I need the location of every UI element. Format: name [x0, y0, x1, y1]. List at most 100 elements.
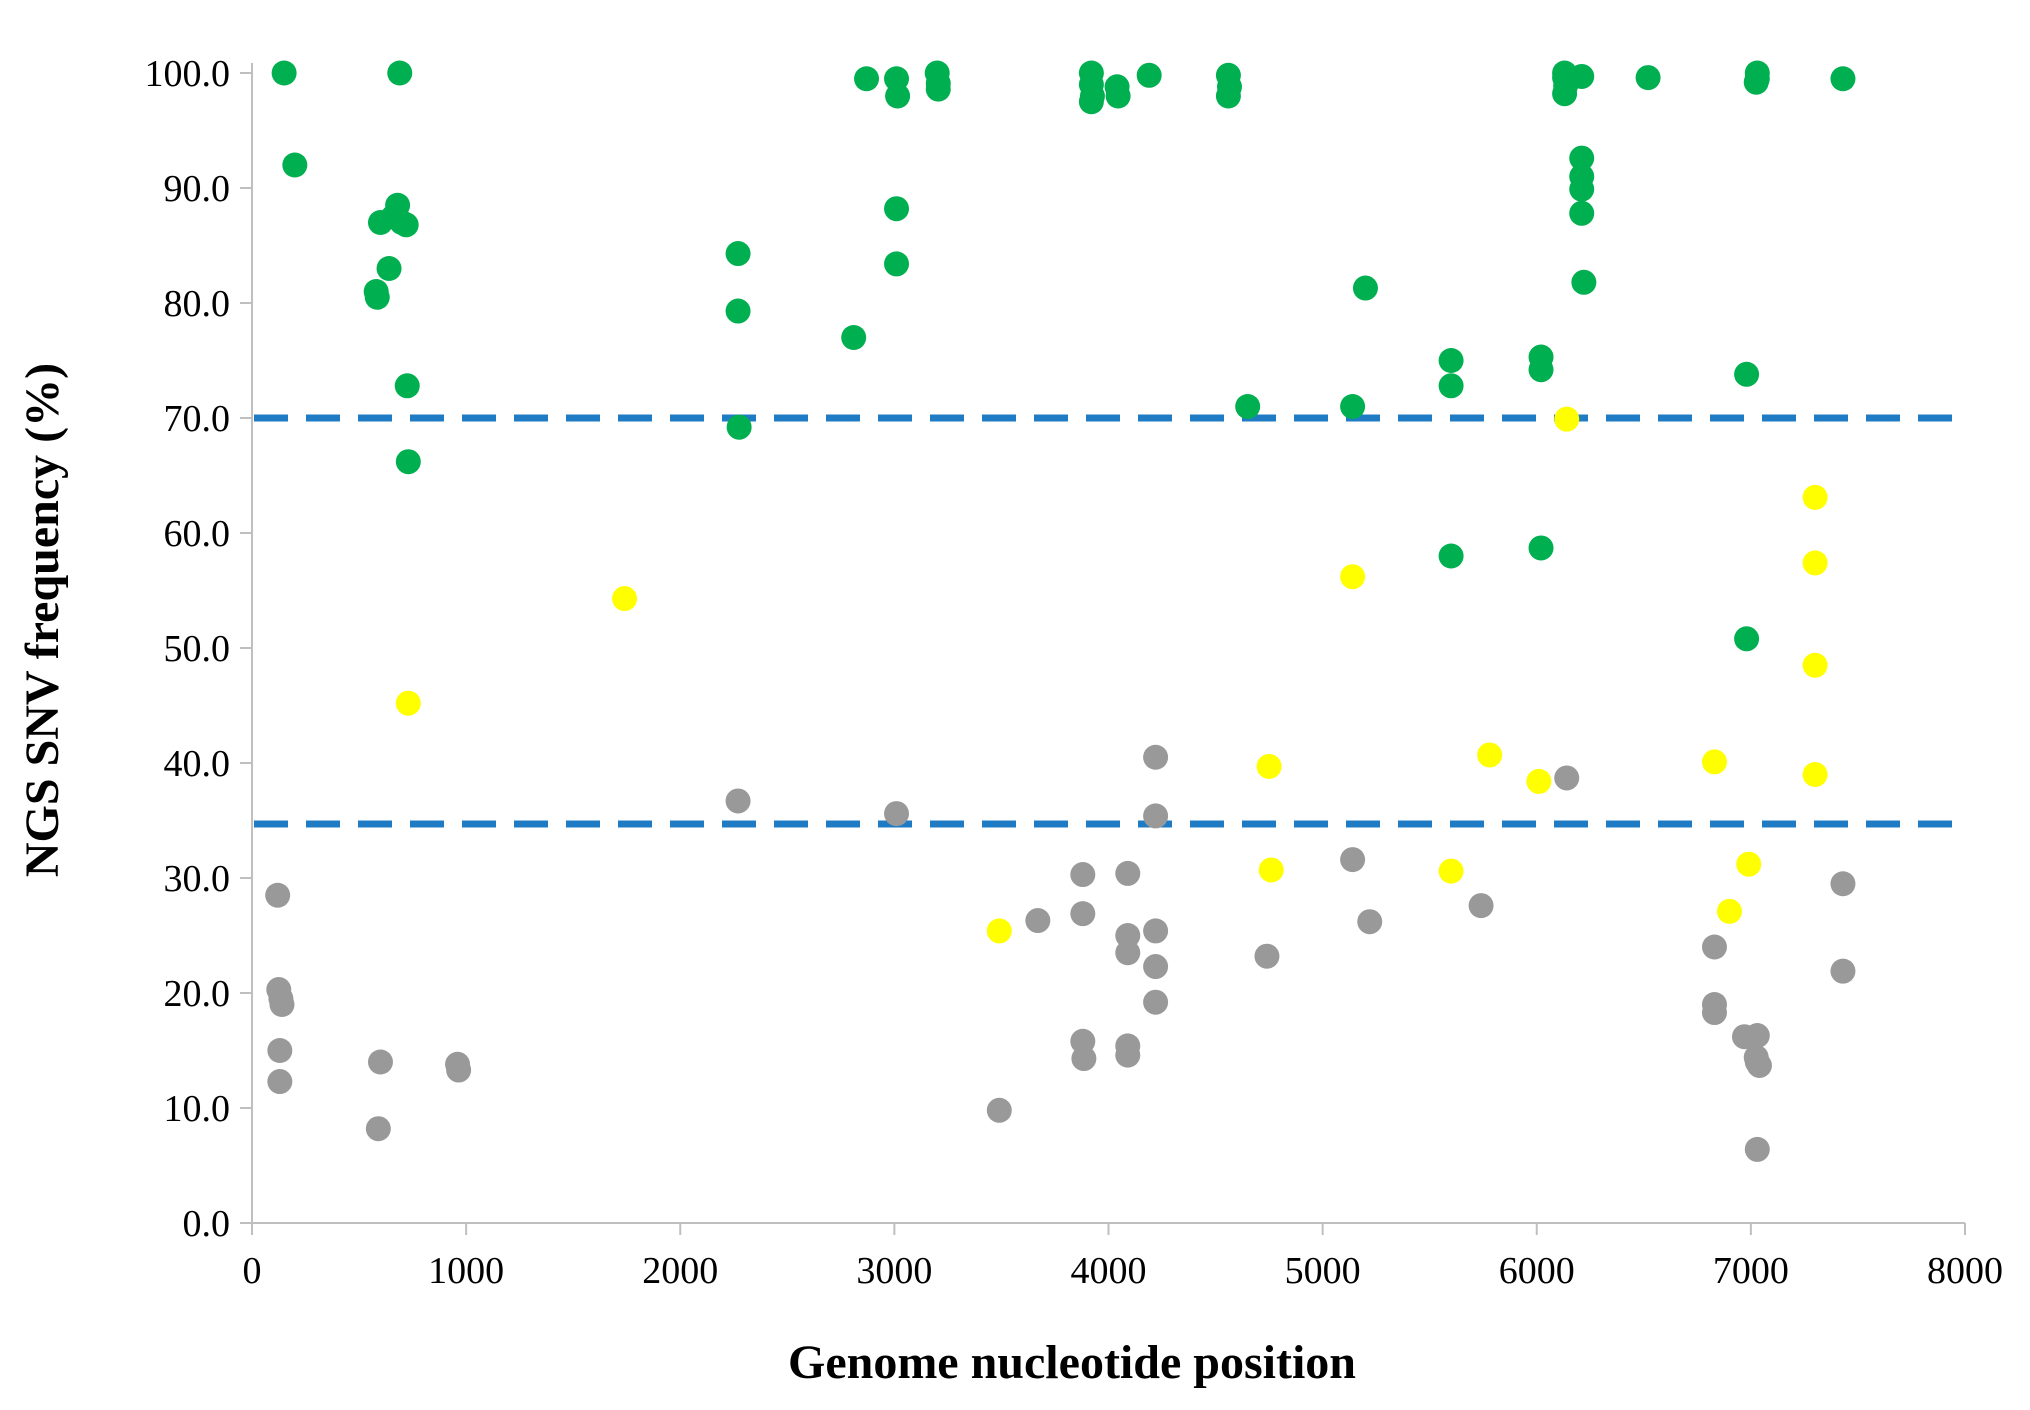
green-data-point: [1569, 63, 1595, 89]
axes: [240, 63, 1966, 1235]
tick-labels: 0 1000 2000 3000 4000 5000 6000 7000 8000 0.0 10.0…: [145, 53, 2004, 1292]
grey-data-point: [1701, 934, 1727, 960]
grey-data-point: [1744, 1136, 1770, 1162]
green-data-point: [925, 76, 951, 102]
grey-data-point: [1746, 1052, 1772, 1078]
grey-data-point: [1115, 860, 1141, 886]
grey-data-point: [1071, 1046, 1097, 1072]
yellow-data-point: [1802, 550, 1828, 576]
yellow-data-point: [1736, 851, 1762, 877]
grey-data-point: [1143, 954, 1169, 980]
green-data-point: [884, 196, 910, 222]
grey-data-point: [1744, 1023, 1770, 1049]
green-data-point: [282, 152, 308, 178]
grey-data-point: [1554, 765, 1580, 791]
grey-data-point: [1070, 901, 1096, 927]
green-data-point: [1569, 145, 1595, 171]
green-data-point: [725, 298, 751, 324]
x-tick-label: 5000: [1285, 1250, 1361, 1292]
yellow-data-point: [1258, 857, 1284, 883]
y-tick-label: 80.0: [164, 283, 231, 325]
grey-data-point: [1025, 908, 1051, 934]
green-data-point: [725, 241, 751, 267]
yellow-data-point: [1802, 762, 1828, 787]
grey-data-point: [1357, 909, 1383, 935]
y-tick-label: 40.0: [164, 743, 231, 785]
y-tick-label: 10.0: [164, 1088, 231, 1130]
green-data-point: [1569, 176, 1595, 202]
grey-data-point: [1468, 893, 1494, 919]
y-tick-label: 70.0: [164, 398, 231, 440]
green-data-point: [1438, 348, 1464, 373]
green-data-point: [1569, 200, 1595, 226]
grey-data-point: [1340, 847, 1366, 873]
yellow-data-point: [986, 918, 1012, 944]
yellow-data-point: [1256, 753, 1282, 779]
green-data-point: [1571, 269, 1597, 295]
green-data-point: [395, 449, 421, 475]
grey-data-point: [1143, 744, 1169, 770]
threshold-lines: [254, 414, 1961, 828]
green-data-point: [1136, 62, 1162, 88]
green-data-point: [1528, 535, 1554, 561]
green-data-point: [1105, 83, 1131, 109]
yellow-data-point: [1554, 406, 1580, 432]
yellow-data-point: [1802, 484, 1828, 510]
yellow-data-point: [395, 690, 421, 716]
x-axis-title: Genome nucleotide position: [788, 1336, 1356, 1389]
green-data-point: [1552, 81, 1578, 107]
x-tick-label: 0: [243, 1250, 262, 1292]
yellow-data-point: [1340, 564, 1366, 590]
yellow-data-point: [612, 586, 638, 612]
grey-data-point: [1115, 923, 1141, 948]
x-tick-label: 2000: [642, 1250, 718, 1292]
data-points: [265, 60, 1856, 1162]
yellow-data-point: [1802, 652, 1828, 678]
x-tick-label: 1000: [428, 1250, 504, 1292]
green-data-point: [393, 212, 419, 238]
x-tick-label: 4000: [1071, 1250, 1147, 1292]
green-data-point: [1528, 357, 1554, 383]
x-tick-label: 3000: [856, 1250, 932, 1292]
green-data-point: [1438, 543, 1464, 569]
grey-data-point: [367, 1049, 393, 1075]
grey-data-point: [267, 1038, 293, 1063]
grey-data-point: [1254, 943, 1280, 969]
green-data-point: [726, 414, 752, 440]
grey-data-point: [365, 1116, 391, 1142]
green-data-point: [1635, 65, 1661, 91]
grey-data-point: [269, 992, 295, 1017]
green-data-point: [1340, 394, 1366, 419]
green-data-point: [1734, 626, 1760, 652]
grey-data-point: [265, 882, 291, 908]
grey-data-point: [1830, 958, 1856, 984]
green-data-point: [885, 83, 911, 109]
green-data-point: [841, 325, 867, 350]
grey-data-point: [1701, 1000, 1727, 1026]
y-tick-label: 60.0: [164, 513, 231, 555]
x-tick-label: 6000: [1499, 1250, 1575, 1292]
green-data-point: [854, 66, 880, 92]
green-data-point: [364, 284, 390, 310]
green-data-point: [1830, 66, 1856, 92]
yellow-data-point: [1701, 749, 1727, 775]
grey-data-point: [1115, 940, 1141, 966]
y-tick-label: 50.0: [164, 628, 231, 670]
grey-data-point: [1143, 989, 1169, 1015]
grey-data-point: [1115, 1042, 1141, 1068]
grey-data-point: [446, 1057, 472, 1083]
green-data-point: [376, 256, 402, 281]
green-data-point: [387, 60, 413, 86]
y-tick-label: 90.0: [164, 168, 231, 210]
y-axis-title: NGS SNV frequency (%): [16, 363, 69, 877]
yellow-data-point: [1438, 858, 1464, 884]
green-data-point: [394, 373, 420, 399]
x-tick-label: 8000: [1927, 1250, 2003, 1292]
y-tick-label: 30.0: [164, 858, 231, 900]
yellow-data-point: [1526, 768, 1552, 794]
green-data-point: [1734, 361, 1760, 387]
y-tick-label: 20.0: [164, 973, 231, 1015]
green-data-point: [1215, 83, 1241, 109]
